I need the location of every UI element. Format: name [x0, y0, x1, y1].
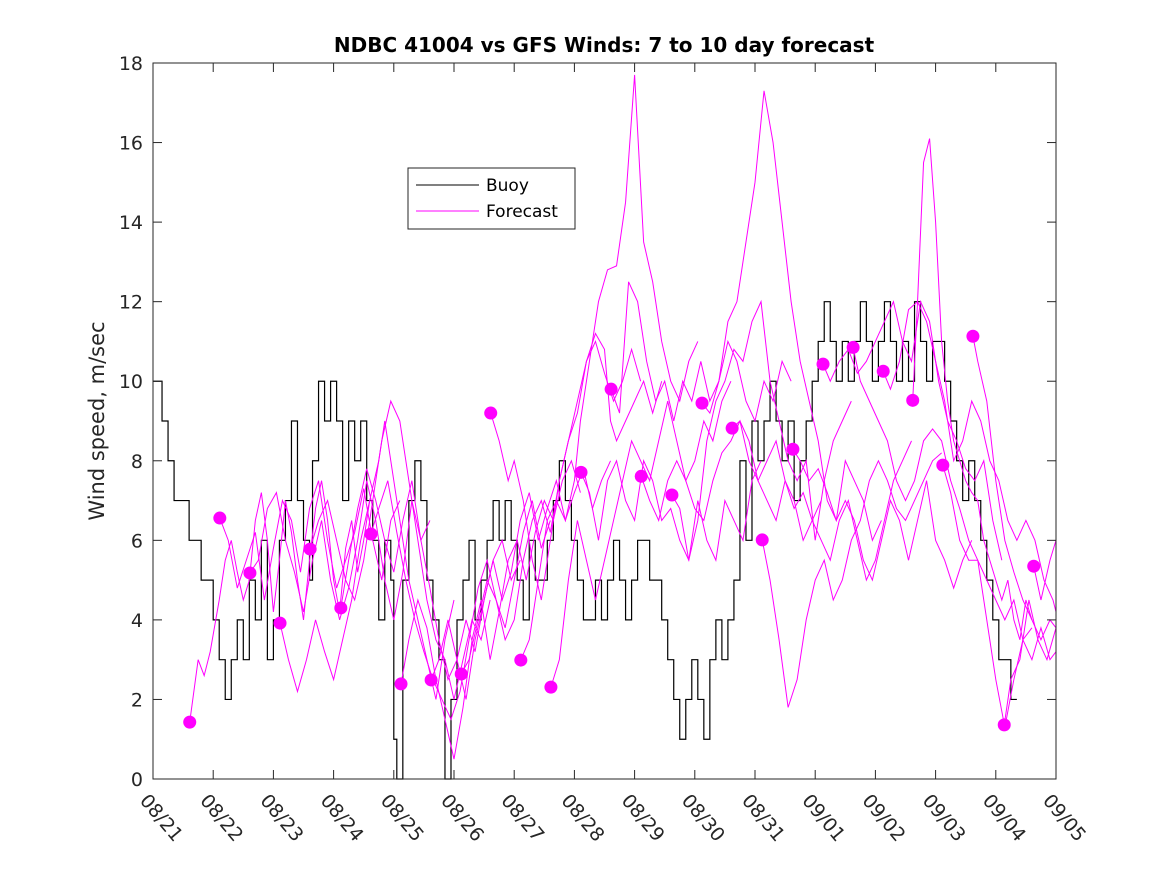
plot-area: [153, 63, 1056, 779]
forecast-start-point: [695, 396, 709, 410]
forecast-start-point: [243, 566, 257, 580]
forecast-line: [189, 480, 371, 723]
legend-forecast-label: Forecast: [486, 202, 558, 222]
forecast-start-point: [816, 357, 830, 371]
forecast-start-point: [574, 465, 588, 479]
forecast-line: [972, 336, 1057, 641]
forecast-line: [731, 420, 912, 582]
forecast-line: [490, 332, 663, 601]
legend: Buoy Forecast: [407, 167, 576, 230]
forecast-line: [792, 448, 973, 590]
y-tick-label: 16: [119, 133, 143, 155]
forecast-start-point: [665, 488, 679, 502]
forecast-line: [852, 347, 1033, 641]
y-tick-label: 0: [131, 769, 143, 791]
forecast-start-point: [966, 329, 980, 343]
forecast-line: [279, 420, 455, 700]
forecast-line: [249, 480, 431, 621]
forecast-line: [1003, 599, 1057, 725]
y-tick-label: 12: [119, 292, 143, 314]
y-axis-label: Wind speed, m/sec: [85, 321, 109, 520]
forecast-line: [1033, 540, 1057, 601]
forecast-start-point: [906, 393, 920, 407]
forecast-start-point: [997, 718, 1011, 732]
y-tick-label: 14: [119, 212, 143, 234]
forecast-start-point: [1027, 559, 1041, 573]
forecast-line: [912, 138, 1033, 640]
forecast-start-point: [424, 673, 438, 687]
forecast-start-point: [846, 340, 860, 354]
forecast-start-point: [334, 601, 348, 615]
axes-box: [152, 62, 1057, 780]
forecast-line: [822, 299, 1003, 561]
forecast-start-point: [273, 616, 287, 630]
forecast-start-point: [544, 680, 558, 694]
forecast-start-point: [876, 364, 890, 378]
forecast-start-point: [786, 442, 800, 456]
forecast-start-point: [484, 406, 498, 420]
forecast-line: [701, 90, 882, 542]
y-tick-label: 6: [131, 530, 143, 552]
forecast-line: [882, 300, 1057, 613]
chart-title: NDBC 41004 vs GFS Winds: 7 to 10 day for…: [334, 33, 875, 57]
y-tick-labels: 0 2 4 6 8 10 12 14 16 18: [119, 53, 143, 791]
forecast-start-point: [725, 421, 739, 435]
forecast-line: [580, 459, 762, 562]
legend-buoy-label: Buoy: [486, 176, 529, 196]
y-tick-label: 4: [131, 610, 143, 632]
forecast-start-points: [183, 329, 1041, 732]
forecast-start-point: [604, 382, 618, 396]
forecast-start-point: [755, 533, 769, 547]
y-tick-label: 8: [131, 451, 143, 473]
forecast-start-point: [454, 667, 468, 681]
forecast-line: [520, 74, 699, 661]
forecast-start-point: [364, 527, 378, 541]
y-tick-label: 10: [119, 371, 143, 393]
forecast-start-point: [936, 458, 950, 472]
axes: [152, 62, 1057, 780]
buoy-series: [153, 301, 1017, 780]
forecast-line: [640, 419, 822, 523]
forecast-line: [761, 452, 942, 708]
forecast-start-point: [514, 653, 528, 667]
forecast-start-point: [183, 715, 197, 729]
legend-box: [407, 167, 576, 230]
forecast-line: [671, 299, 852, 561]
buoy-line: [153, 301, 1017, 780]
forecast-start-point: [394, 677, 408, 691]
y-tick-label: 18: [119, 53, 143, 75]
forecast-line: [942, 465, 1057, 728]
forecast-start-point: [634, 469, 648, 483]
forecast-line: [550, 381, 732, 688]
y-tick-label: 2: [131, 689, 143, 711]
forecast-start-point: [213, 511, 227, 525]
forecast-start-point: [303, 542, 317, 556]
forecast-line: [610, 281, 792, 423]
forecast-line: [370, 480, 551, 721]
